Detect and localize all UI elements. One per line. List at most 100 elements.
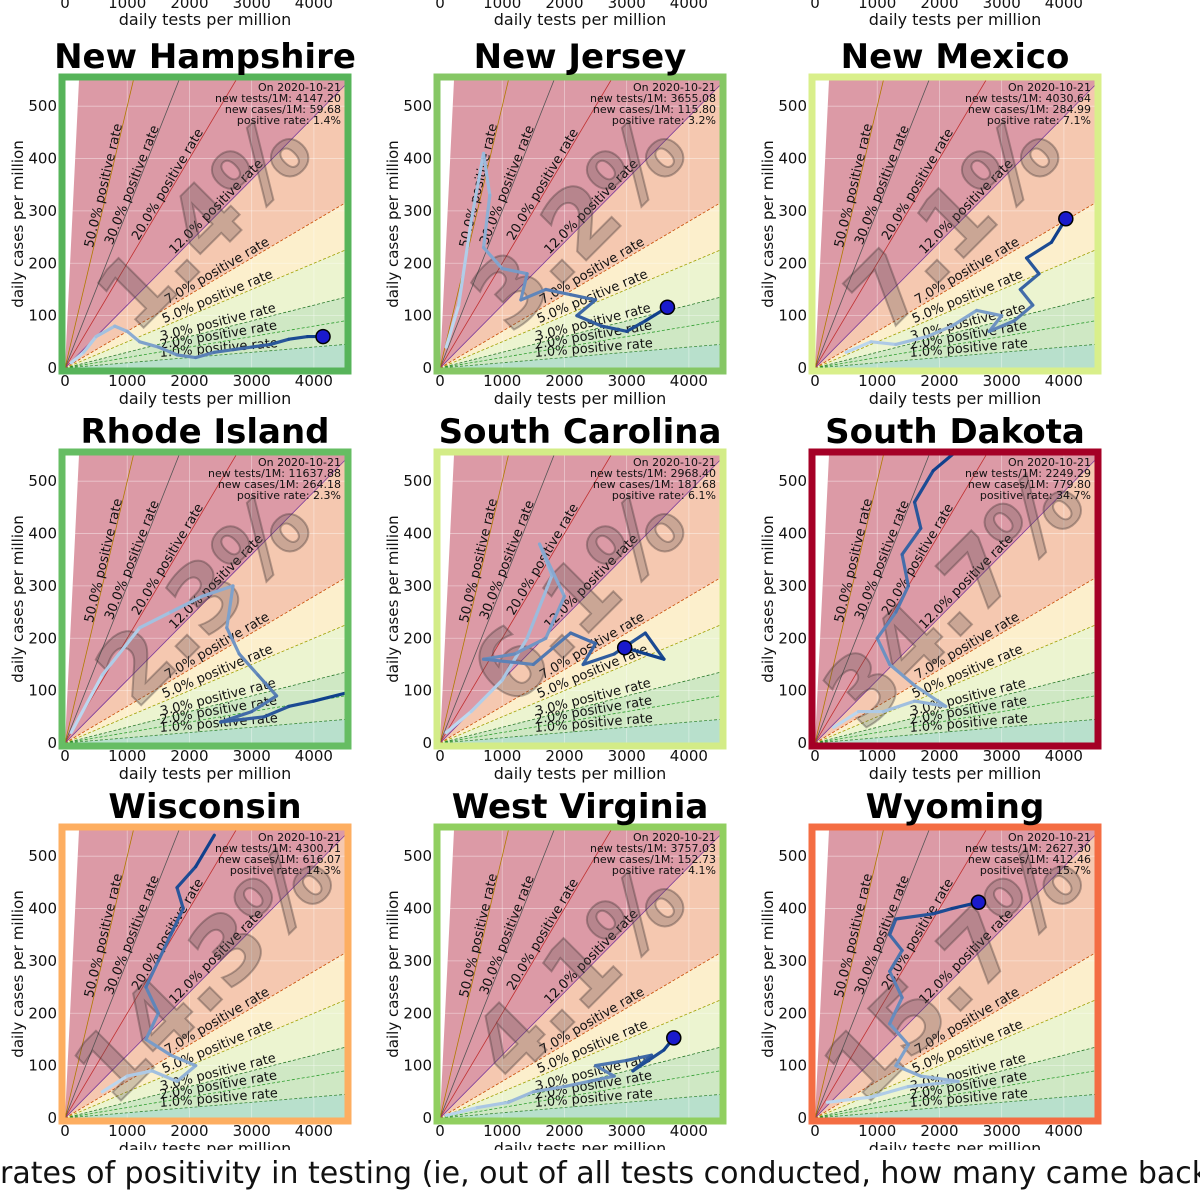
y-tick-label: 300	[778, 952, 807, 970]
y-tick-label: 500	[403, 97, 432, 115]
info-date: On 2020-10-21	[258, 831, 341, 844]
y-tick-label: 100	[28, 682, 57, 700]
x-tick-label: 4000	[295, 1122, 333, 1140]
info-cases: new cases/1M: 152.73	[593, 853, 716, 866]
trajectory-segment	[575, 314, 604, 328]
info-tests: new tests/1M: 4147.20	[215, 92, 341, 105]
x-axis-label: daily tests per million	[869, 764, 1042, 783]
x-tick-label: 1000	[483, 747, 521, 765]
info-rate: positive rate: 14.3%	[230, 864, 341, 877]
y-axis-label: daily cases per million	[9, 140, 27, 307]
x-tick-label: 2000	[920, 1122, 958, 1140]
y-tick-label: 400	[403, 525, 432, 543]
rate-line	[65, 624, 345, 743]
panel-title: West Virginia	[452, 787, 709, 827]
positivity-zone	[65, 830, 345, 1118]
trajectory-segment	[875, 610, 898, 640]
x-tick-label: 3000	[608, 1122, 646, 1140]
trajectory-segment	[832, 709, 861, 729]
x-tick-label: 2000	[545, 372, 583, 390]
trajectory-segment	[531, 1084, 567, 1094]
y-tick-label: 200	[403, 629, 432, 647]
info-date: On 2020-10-21	[258, 81, 341, 94]
rate-line	[815, 249, 1095, 368]
rate-line	[440, 80, 509, 368]
trajectory-segment	[138, 610, 173, 630]
trajectory-segment	[587, 1074, 616, 1083]
y-tick-label: 0	[422, 1109, 432, 1127]
trajectory-segment	[225, 626, 241, 656]
rate-line	[65, 1046, 345, 1118]
x-tick-label: 4000	[670, 372, 708, 390]
rate-line	[815, 320, 1095, 368]
y-tick-label: 200	[28, 629, 57, 647]
x-tick-label: 1000	[108, 372, 146, 390]
trajectory-segment	[475, 1100, 511, 1110]
y-tick-label: 400	[403, 900, 432, 918]
info-tests: new tests/1M: 11637.88	[208, 467, 341, 480]
trajectory-segment	[481, 151, 492, 197]
trajectory-segment	[600, 324, 629, 333]
trajectory-segment	[825, 1095, 873, 1104]
top-x-tick-label: 1000	[858, 0, 896, 12]
trajectory-segment	[562, 1079, 591, 1089]
x-axis-label: daily tests per million	[869, 1139, 1042, 1150]
trajectory-segment	[888, 917, 898, 937]
y-tick-label: 200	[403, 254, 432, 272]
trajectory-segment	[82, 334, 98, 354]
x-tick-label: 2000	[920, 372, 958, 390]
trajectory-segment	[481, 193, 492, 250]
x-tick-label: 2000	[170, 747, 208, 765]
info-tests: new tests/1M: 3757.03	[590, 842, 716, 855]
trajectory-segment	[581, 641, 598, 667]
y-tick-label: 100	[28, 1057, 57, 1075]
rate-line	[815, 624, 1095, 743]
info-rate: positive rate: 3.2%	[612, 114, 716, 127]
y-tick-label: 500	[403, 472, 432, 490]
x-tick-label: 3000	[983, 1122, 1021, 1140]
rate-line	[440, 834, 720, 1118]
rate-line	[815, 834, 1095, 1118]
info-rate: positive rate: 6.1%	[612, 489, 716, 502]
trajectory-segment	[218, 715, 266, 724]
rate-line	[440, 455, 509, 743]
y-tick-label: 400	[778, 150, 807, 168]
current-point-marker	[666, 1030, 682, 1046]
rate-line	[440, 671, 720, 743]
y-tick-label: 200	[778, 1004, 807, 1022]
x-axis-label: daily tests per million	[869, 389, 1042, 408]
y-tick-label: 100	[778, 682, 807, 700]
rate-line	[815, 952, 1095, 1118]
trajectory-segment	[925, 324, 954, 339]
rate-line	[440, 80, 555, 368]
rate-line	[440, 455, 612, 743]
panel-frame	[58, 448, 352, 750]
y-tick-label: 200	[778, 254, 807, 272]
rate-line	[65, 719, 345, 743]
trajectory-segment	[631, 1048, 666, 1073]
x-tick-label: 1000	[858, 1122, 896, 1140]
y-axis-label: daily cases per million	[384, 515, 402, 682]
y-tick-label: 0	[47, 734, 57, 752]
top-x-tick-label: 1000	[108, 0, 146, 12]
trajectory-segment	[844, 340, 873, 354]
y-tick-label: 300	[28, 952, 57, 970]
rate-line	[815, 296, 1095, 368]
trajectory-segment	[100, 626, 142, 677]
rate-line	[815, 202, 1095, 368]
trajectory-segment	[894, 912, 935, 921]
trajectory-segment	[237, 652, 260, 677]
figure-caption: rates of positivity in testing (ie, out …	[0, 1156, 1200, 1191]
info-date: On 2020-10-21	[1008, 456, 1091, 469]
panel-title: Rhode Island	[80, 412, 329, 452]
y-tick-label: 300	[778, 577, 807, 595]
y-axis-label: daily cases per million	[759, 140, 777, 307]
trajectory-segment	[469, 151, 486, 223]
y-tick-label: 300	[403, 952, 432, 970]
trajectory-segment	[575, 298, 598, 318]
trajectory-segment	[250, 694, 279, 714]
